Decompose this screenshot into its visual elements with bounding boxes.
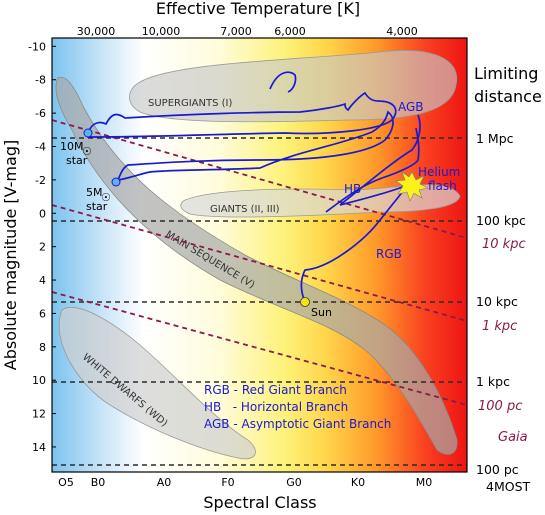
spectral-tick-k0: K0 [351, 476, 365, 489]
star-10msun-sub: star [66, 154, 88, 167]
purple-label-100pc: 100 pc [478, 399, 522, 414]
spectral-tick-b0: B0 [91, 476, 106, 489]
supergiants-label: SUPERGIANTS (I) [148, 98, 232, 109]
agb-label: AGB [398, 100, 424, 114]
star-5msun-marker [111, 177, 121, 187]
temp-tick-4000: 4,000 [386, 25, 418, 38]
spectral-tick-a0: A0 [157, 476, 172, 489]
plot-frame [51, 37, 468, 473]
top-axis-title: Effective Temperature [K] [156, 0, 360, 18]
flash-label: flash [428, 179, 457, 193]
track-10msun-loop [269, 71, 297, 93]
track-agb-up [339, 114, 421, 206]
star-10msun-label: 10M [60, 140, 84, 153]
limiting-title-1: Limiting [474, 64, 538, 83]
track-5msun [117, 110, 394, 181]
track-sun-rgb [300, 184, 409, 303]
y-tick-label: 0 [39, 207, 46, 220]
giants-label: GIANTS (II, III) [210, 204, 280, 215]
y-tick-label: 2 [39, 241, 46, 254]
limit-label-1kpc: 1 kpc [476, 374, 510, 389]
limit-label-10kpc: 10 kpc [476, 294, 518, 309]
limit-label-1mpc: 1 Mpc [476, 131, 514, 146]
y-tick-label: 4 [39, 274, 46, 287]
y-tick-label: 6 [39, 307, 46, 320]
star-10msun-marker [83, 128, 93, 138]
y-tick-label: -4 [35, 141, 46, 154]
legend-rgb: RGB - Red Giant Branch [204, 383, 347, 397]
spectral-tick-o5: O5 [58, 476, 74, 489]
helium-flash-icon [395, 171, 429, 202]
y-tick-label: 12 [32, 408, 46, 421]
track-10msun [87, 91, 397, 138]
limit-label-4most: 4MOST [486, 479, 531, 494]
temp-tick-30000: 30,000 [77, 25, 116, 38]
y-tick-label: -2 [35, 174, 46, 187]
legend-agb: AGB - Asymptotic Giant Branch [204, 417, 391, 431]
hb-label: HB [344, 182, 361, 196]
legend: RGB - Red Giant Branch HB - Horizontal B… [204, 383, 391, 431]
main-sequence-region [55, 76, 458, 455]
spectral-tick-m0: M0 [416, 476, 433, 489]
limit-label-100pc: 100 pc [476, 462, 519, 477]
spectral-tick-g0: G0 [286, 476, 302, 489]
limit-label-100kpc: 100 kpc [476, 213, 526, 228]
purple-label-10kpc: 10 kpc [482, 237, 526, 252]
y-tick-label: 10 [32, 374, 46, 387]
limit-lines-black [52, 137, 467, 466]
purple-label-gaia: Gaia [498, 430, 528, 445]
y-tick-label: -8 [35, 74, 46, 87]
helium-label: Helium [418, 165, 460, 179]
spectral-tick-f0: F0 [221, 476, 234, 489]
star-5msun-label: 5M [86, 186, 103, 199]
y-tick-label: 14 [32, 441, 46, 454]
legend-hb: HB - Horizontal Branch [204, 400, 348, 414]
y-tick-label: -10 [28, 40, 46, 53]
white-dwarfs-region [58, 307, 256, 460]
x-axis-title: Spectral Class [203, 493, 316, 512]
temp-tick-7000: 7,000 [220, 25, 252, 38]
giants-region [180, 184, 461, 218]
limiting-title-2: distance [474, 87, 542, 106]
spectral-ticks: O5 B0 A0 F0 G0 K0 M0 [58, 476, 432, 489]
purple-label-1kpc: 1 kpc [482, 319, 517, 334]
sun-label: Sun [311, 306, 332, 319]
temp-tick-10000: 10,000 [142, 25, 181, 38]
y-ticks: -10 -8 -6 -4 -2 0 2 4 6 8 10 12 14 [28, 40, 56, 454]
star-10msun-sun-symbol: ☉ [82, 145, 92, 158]
y-axis-title: Absolute magnitude [V-mag] [1, 140, 20, 370]
track-hb-agb [325, 127, 420, 213]
temp-tick-6000: 6,000 [274, 25, 306, 38]
sun-marker [300, 297, 310, 307]
y-tick-label: 8 [39, 341, 46, 354]
temperature-ticks: 30,000 10,000 7,000 6,000 4,000 [77, 25, 418, 38]
star-5msun-sun-symbol: ☉ [101, 191, 111, 204]
rgb-label: RGB [376, 247, 402, 261]
star-5msun-sub: star [86, 200, 108, 213]
y-tick-label: -6 [35, 107, 46, 120]
